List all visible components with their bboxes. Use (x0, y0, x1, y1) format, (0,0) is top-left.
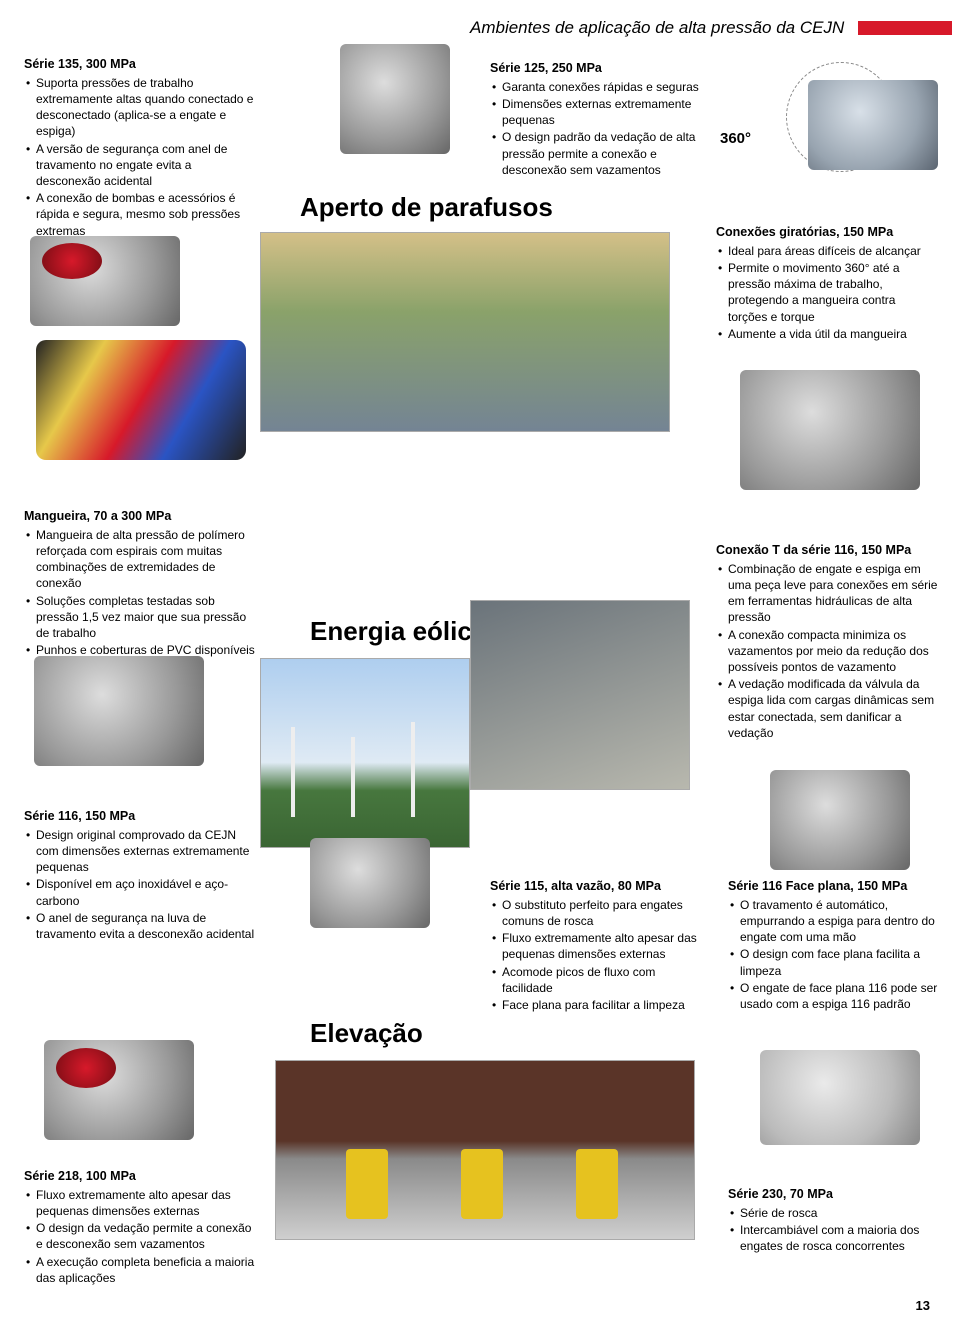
product-image-s230 (760, 1050, 920, 1145)
section-label-elevacao: Elevação (310, 1018, 423, 1049)
bullet: O design com face plana facilita a limpe… (728, 946, 942, 978)
bullet: Mangueira de alta pressão de polímero re… (24, 527, 258, 592)
header-accent-bar (858, 21, 952, 35)
bullet: Combinação de engate e espiga em uma peç… (716, 561, 940, 626)
page-number: 13 (916, 1298, 930, 1313)
block-title: Série 115, alta vazão, 80 MPa (490, 878, 704, 895)
block-serie-116-faceplana: Série 116 Face plana, 150 MPa O travamen… (728, 878, 942, 1013)
block-serie-115: Série 115, alta vazão, 80 MPa O substitu… (490, 878, 704, 1014)
product-image-s116-small (310, 838, 430, 928)
photo-bolt-tensioning (260, 232, 670, 432)
product-image-s135-red (30, 236, 180, 326)
product-image-s116-group (34, 656, 204, 766)
bullet: Disponível em aço inoxidável e aço-carbo… (24, 876, 258, 908)
block-conexao-t: Conexão T da série 116, 150 MPa Combinaç… (716, 542, 940, 742)
bullet: Intercambiável com a maioria dos engates… (728, 1222, 942, 1254)
block-serie-135: Série 135, 300 MPa Suporta pressões de t… (24, 56, 258, 240)
page-header: Ambientes de aplicação de alta pressão d… (470, 14, 952, 42)
bullet: A conexão compacta minimiza os vazamento… (716, 627, 940, 676)
bullet: O design da vedação permite a conexão e … (24, 1220, 258, 1252)
photo-lifting-jacks (275, 1060, 695, 1240)
block-conexoes-giratorias: Conexões giratórias, 150 MPa Ideal para … (716, 224, 938, 343)
bullet: Fluxo extremamente alto apesar das peque… (24, 1187, 258, 1219)
label-360deg: 360° (720, 130, 751, 147)
section-label-aperto: Aperto de parafusos (300, 192, 553, 223)
page-title: Ambientes de aplicação de alta pressão d… (470, 18, 844, 38)
bullet: Série de rosca (728, 1205, 942, 1221)
bullet: Suporta pressões de trabalho extremament… (24, 75, 258, 140)
block-title: Conexão T da série 116, 150 MPa (716, 542, 940, 559)
photo-wind-turbines (260, 658, 470, 848)
product-image-s116-faceplana (770, 770, 910, 870)
block-serie-125: Série 125, 250 MPa Garanta conexões rápi… (490, 60, 708, 179)
bullet: Acomode picos de fluxo com facilidade (490, 964, 704, 996)
product-image-s135-coupling (340, 44, 450, 154)
product-image-t-connection (740, 370, 920, 490)
block-title: Série 116 Face plana, 150 MPa (728, 878, 942, 895)
bullet: Soluções completas testadas sob pressão … (24, 593, 258, 642)
section-label-energia: Energia eólica (310, 616, 486, 647)
product-image-hoses (36, 340, 246, 460)
block-title: Série 116, 150 MPa (24, 808, 258, 825)
bullet: O design padrão da vedação de alta press… (490, 129, 708, 178)
block-title: Conexões giratórias, 150 MPa (716, 224, 938, 241)
bullet: Aumente a vida útil da mangueira (716, 326, 938, 342)
bullet: O substituto perfeito para engates comun… (490, 897, 704, 929)
bullet: A vedação modificada da válvula da espig… (716, 676, 940, 741)
photo-hydraulic-tool (470, 600, 690, 790)
bullet: A conexão de bombas e acessórios é rápid… (24, 190, 258, 239)
product-image-s218 (44, 1040, 194, 1140)
bullet: A versão de segurança com anel de travam… (24, 141, 258, 190)
bullet: Ideal para áreas difíceis de alcançar (716, 243, 938, 259)
block-title: Série 135, 300 MPa (24, 56, 258, 73)
bullet: O engate de face plana 116 pode ser usad… (728, 980, 942, 1012)
block-serie-218: Série 218, 100 MPa Fluxo extremamente al… (24, 1168, 258, 1287)
product-image-swivel-360 (808, 80, 938, 170)
block-title: Mangueira, 70 a 300 MPa (24, 508, 258, 525)
bullet: A execução completa beneficia a maioria … (24, 1254, 258, 1286)
bullet: Dimensões externas extremamente pequenas (490, 96, 708, 128)
block-title: Série 125, 250 MPa (490, 60, 708, 77)
bullet: O travamento é automático, empurrando a … (728, 897, 942, 946)
bullet: Design original comprovado da CEJN com d… (24, 827, 258, 876)
block-title: Série 218, 100 MPa (24, 1168, 258, 1185)
block-title: Série 230, 70 MPa (728, 1186, 942, 1203)
bullet: Garanta conexões rápidas e seguras (490, 79, 708, 95)
block-mangueira: Mangueira, 70 a 300 MPa Mangueira de alt… (24, 508, 258, 659)
bullet: Permite o movimento 360° até a pressão m… (716, 260, 938, 325)
bullet: Fluxo extremamente alto apesar das peque… (490, 930, 704, 962)
bullet: O anel de segurança na luva de travament… (24, 910, 258, 942)
block-serie-230: Série 230, 70 MPa Série de rosca Interca… (728, 1186, 942, 1255)
block-serie-116: Série 116, 150 MPa Design original compr… (24, 808, 258, 943)
bullet: Face plana para facilitar a limpeza (490, 997, 704, 1013)
